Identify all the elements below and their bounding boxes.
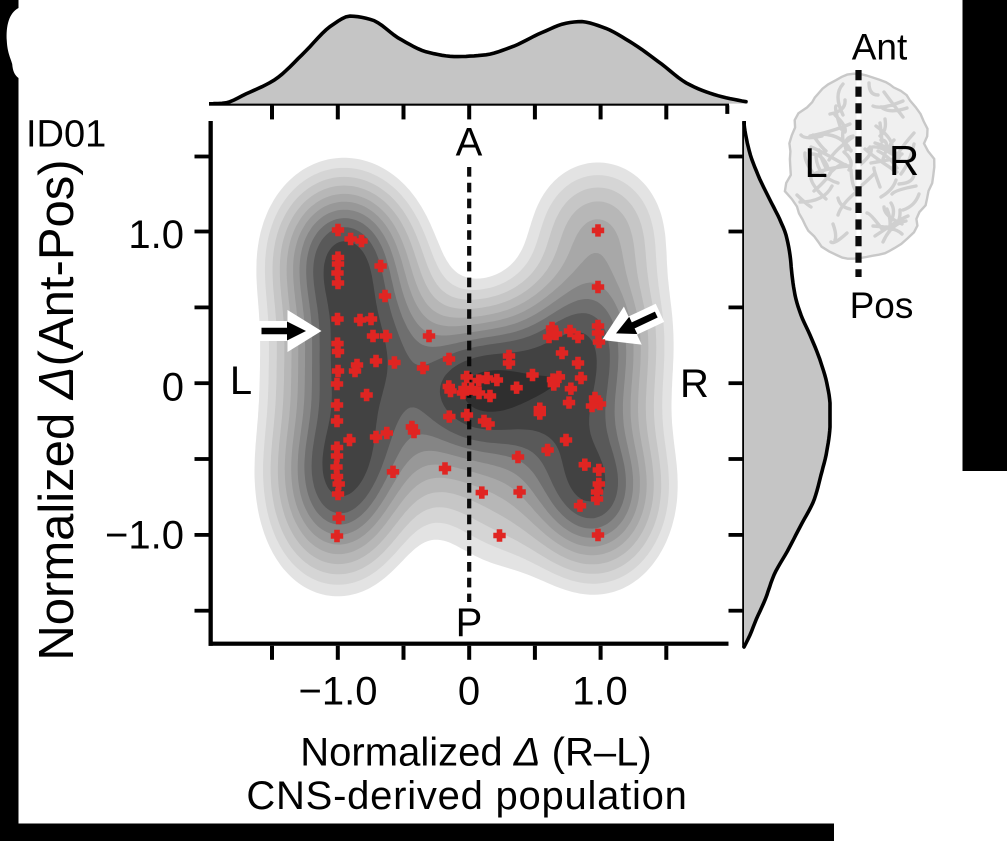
svg-text:R: R (889, 137, 919, 184)
svg-text:Normalized Δ (R–L): Normalized Δ (R–L) (300, 731, 651, 775)
svg-text:R: R (680, 362, 709, 406)
svg-text:−1.0: −1.0 (105, 514, 184, 558)
svg-text:0: 0 (458, 670, 480, 714)
svg-text:L: L (230, 359, 252, 403)
svg-text:A: A (456, 121, 483, 165)
svg-text:1.0: 1.0 (128, 213, 184, 257)
svg-text:P: P (456, 601, 483, 645)
svg-text:ID01: ID01 (26, 114, 106, 156)
svg-text:Ant: Ant (852, 27, 908, 68)
svg-text:Normalized Δ(Ant-Pos): Normalized Δ(Ant-Pos) (30, 159, 84, 660)
svg-text:−1.0: −1.0 (299, 670, 378, 714)
svg-text:CNS-derived population: CNS-derived population (246, 774, 687, 818)
svg-text:L: L (804, 139, 827, 186)
svg-text:0: 0 (162, 366, 184, 410)
svg-text:1.0: 1.0 (572, 670, 628, 714)
svg-text:Pos: Pos (850, 285, 914, 326)
